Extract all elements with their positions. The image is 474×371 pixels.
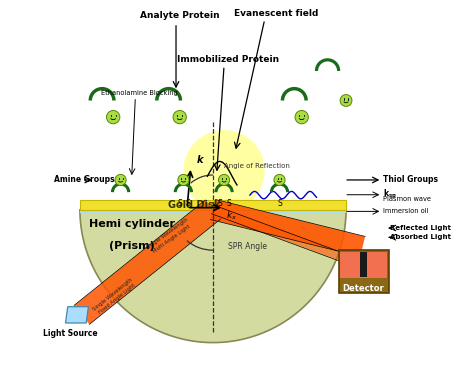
Text: (Prism): (Prism) [109,242,155,252]
Polygon shape [210,200,365,256]
Circle shape [274,174,285,186]
Text: Immersion oil: Immersion oil [383,209,428,214]
Text: S: S [185,199,190,208]
Text: Immobilized Protein: Immobilized Protein [177,55,279,64]
Text: Single Wavelength
Multi Angle Light: Single Wavelength Multi Angle Light [146,217,193,255]
Circle shape [107,111,120,124]
Circle shape [178,174,189,186]
Text: Ethanolamine Blocking: Ethanolamine Blocking [100,90,177,96]
Text: SPR Angle: SPR Angle [228,242,267,251]
Circle shape [219,174,229,186]
Circle shape [340,95,352,106]
Text: S: S [277,199,282,208]
Text: Angle of Reflection: Angle of Reflection [224,163,290,169]
Text: k: k [196,155,203,165]
Text: S: S [226,199,231,208]
Bar [338,250,389,293]
Text: Amine Groups: Amine Groups [54,175,115,184]
Text: Analyte Protein: Analyte Protein [140,11,219,20]
Bar [80,210,346,213]
Polygon shape [211,206,364,269]
Text: Gold Disk: Gold Disk [168,200,221,210]
Text: Single Wavelength
Fixed Angle Light: Single Wavelength Fixed Angle Light [92,277,138,316]
Text: Plasmon wave: Plasmon wave [383,196,431,202]
Bar [80,200,346,210]
Circle shape [115,174,126,186]
Polygon shape [65,307,89,323]
Circle shape [173,111,186,124]
Text: Reflected Light: Reflected Light [390,225,451,231]
Text: $k_x$: $k_x$ [226,210,237,222]
Text: Thiol Groups: Thiol Groups [383,175,438,184]
Text: Evanescent field: Evanescent field [234,9,318,18]
Polygon shape [74,200,220,324]
Text: S: S [177,199,182,208]
Text: $\mathbf{k_{sp}}$: $\mathbf{k_{sp}}$ [383,188,397,201]
Circle shape [295,111,308,124]
Text: Detector: Detector [343,284,384,293]
Bar [340,252,387,278]
Ellipse shape [183,130,264,211]
Text: Light Source: Light Source [43,329,98,338]
Bar [360,252,367,276]
Polygon shape [80,210,346,342]
Text: Absorbed Light: Absorbed Light [390,234,451,240]
Text: S: S [218,199,223,208]
Text: Hemi cylinder: Hemi cylinder [89,219,174,229]
